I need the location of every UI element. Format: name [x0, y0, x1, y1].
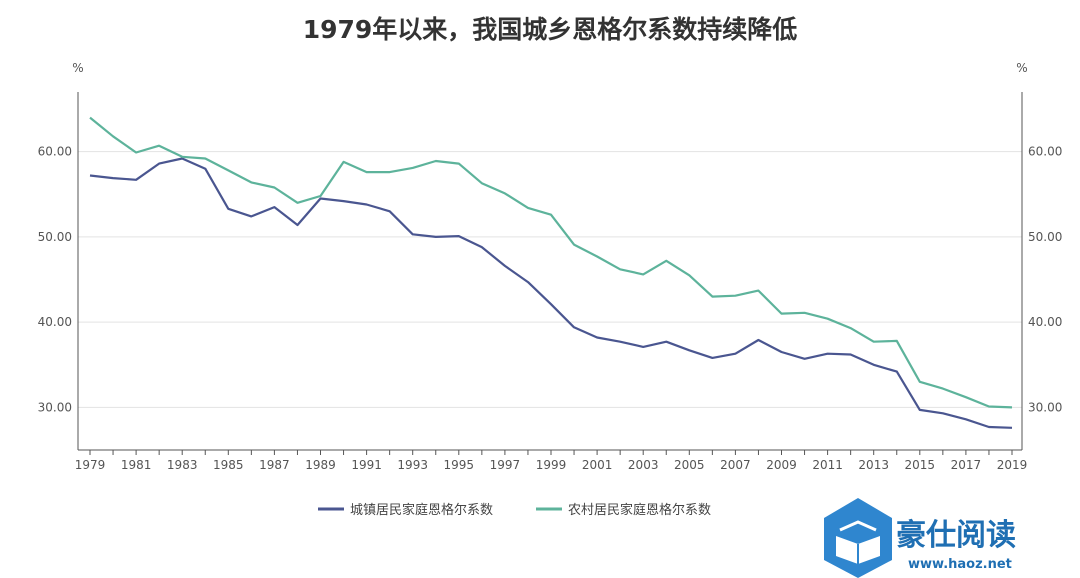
x-tick-label: 1989: [305, 458, 336, 472]
right-y-tick-label: 30.00: [1028, 400, 1062, 414]
series-line-0: [89, 157, 1013, 429]
x-tick-label: 2001: [582, 458, 613, 472]
series-lines: [89, 116, 1013, 429]
watermark-brand: 豪仕阅读: [896, 518, 1016, 553]
left-y-tick-label: 40.00: [38, 315, 72, 329]
left-y-tick-label: 30.00: [38, 400, 72, 414]
x-tick-label: 2017: [951, 458, 982, 472]
x-tick-label: 1981: [121, 458, 152, 472]
x-tick-label: 1987: [259, 458, 290, 472]
x-tick-label: 1997: [490, 458, 521, 472]
x-tick-label: 1993: [397, 458, 428, 472]
x-tick-label: 2019: [997, 458, 1028, 472]
right-y-tick-label: 40.00: [1028, 315, 1062, 329]
x-tick-label: 2005: [674, 458, 705, 472]
watermark: 豪仕阅读 www.haoz.net: [824, 498, 1016, 578]
x-tick-label: 1995: [444, 458, 475, 472]
book-logo-icon: [824, 498, 892, 578]
x-tick-labels: 1979 1981 1983 1985 1987 1989 1991 1993 1995 1997…: [75, 458, 1028, 472]
x-tick-label: 2003: [628, 458, 659, 472]
left-y-tick-label: 50.00: [38, 230, 72, 244]
x-tick-label: 1999: [536, 458, 567, 472]
right-y-tick-label: 50.00: [1028, 230, 1062, 244]
x-tick-label: 2011: [812, 458, 843, 472]
legend-label: 城镇居民家庭恩格尔系数: [350, 502, 493, 518]
right-y-tick-labels: 30.00 40.00 50.00 60.00: [1028, 145, 1062, 415]
right-y-unit: %: [1016, 61, 1027, 75]
axes: [77, 92, 1023, 455]
x-tick-label: 2009: [766, 458, 797, 472]
x-tick-label: 2007: [720, 458, 751, 472]
gridlines: [78, 151, 1022, 408]
legend: 城镇居民家庭恩格尔系数 农村居民家庭恩格尔系数: [318, 502, 711, 518]
series-line-1: [89, 116, 1013, 409]
legend-label: 农村居民家庭恩格尔系数: [568, 502, 711, 518]
x-tick-label: 2015: [905, 458, 936, 472]
watermark-url: www.haoz.net: [908, 557, 1012, 572]
x-tick-label: 1985: [213, 458, 244, 472]
left-y-tick-labels: 30.00 40.00 50.00 60.00: [38, 145, 72, 415]
x-tick-label: 1979: [75, 458, 106, 472]
left-y-tick-label: 60.00: [38, 145, 72, 159]
left-y-unit: %: [72, 61, 83, 75]
x-tick-label: 2013: [858, 458, 889, 472]
chart-title: 1979年以来，我国城乡恩格尔系数持续降低: [303, 15, 798, 44]
x-tick-label: 1991: [351, 458, 382, 472]
x-tick-label: 1983: [167, 458, 198, 472]
right-y-tick-label: 60.00: [1028, 145, 1062, 159]
